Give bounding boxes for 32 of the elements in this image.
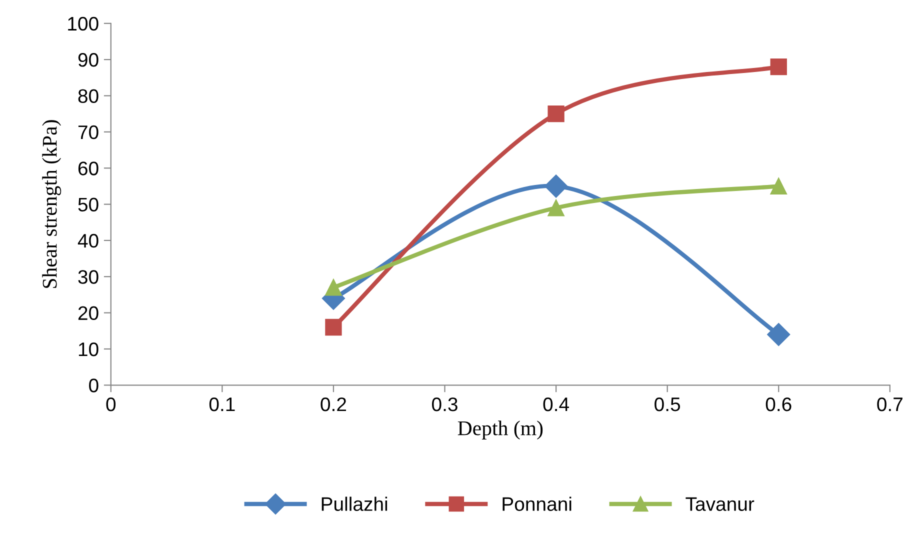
point (325, 318, 342, 336)
x-tick-label: 0.7 (877, 397, 902, 412)
legend-label: Pullazhi (322, 496, 388, 511)
x-tick-label: 0.2 (320, 397, 346, 412)
x-tick-label: 0 (106, 397, 116, 412)
x-tick-label: 0.1 (209, 397, 235, 412)
point (767, 323, 790, 346)
legend-label: Ponnani (502, 496, 572, 511)
x-tick-label: 0.6 (766, 397, 792, 412)
x-tick-label: 0.5 (654, 397, 680, 412)
y-tick-label: 20 (78, 306, 98, 320)
y-tick-label: 0 (89, 378, 98, 392)
y-tick-label: 90 (78, 53, 98, 67)
y-tick-label: 30 (78, 270, 98, 284)
y-tick-label: 80 (78, 89, 98, 103)
x-tick-label: 0.4 (543, 397, 569, 412)
point (548, 200, 564, 216)
y-tick-label: 100 (68, 16, 98, 31)
y-axis-title: Shear strength (kPa) (42, 120, 62, 288)
y-tick-label: 70 (78, 125, 98, 140)
y-tick-label: 50 (78, 198, 98, 212)
x-axis-title: Depth (m) (458, 420, 543, 440)
y-tick-label: 40 (78, 234, 98, 248)
point (325, 279, 342, 296)
point (770, 178, 787, 195)
point (544, 174, 568, 198)
point (548, 106, 564, 122)
legend-label: Tavanur (686, 497, 754, 511)
x-tick-label: 0.3 (432, 397, 458, 412)
y-tick-label: 60 (78, 162, 98, 176)
point (770, 58, 787, 76)
y-tick-label: 10 (78, 342, 98, 356)
